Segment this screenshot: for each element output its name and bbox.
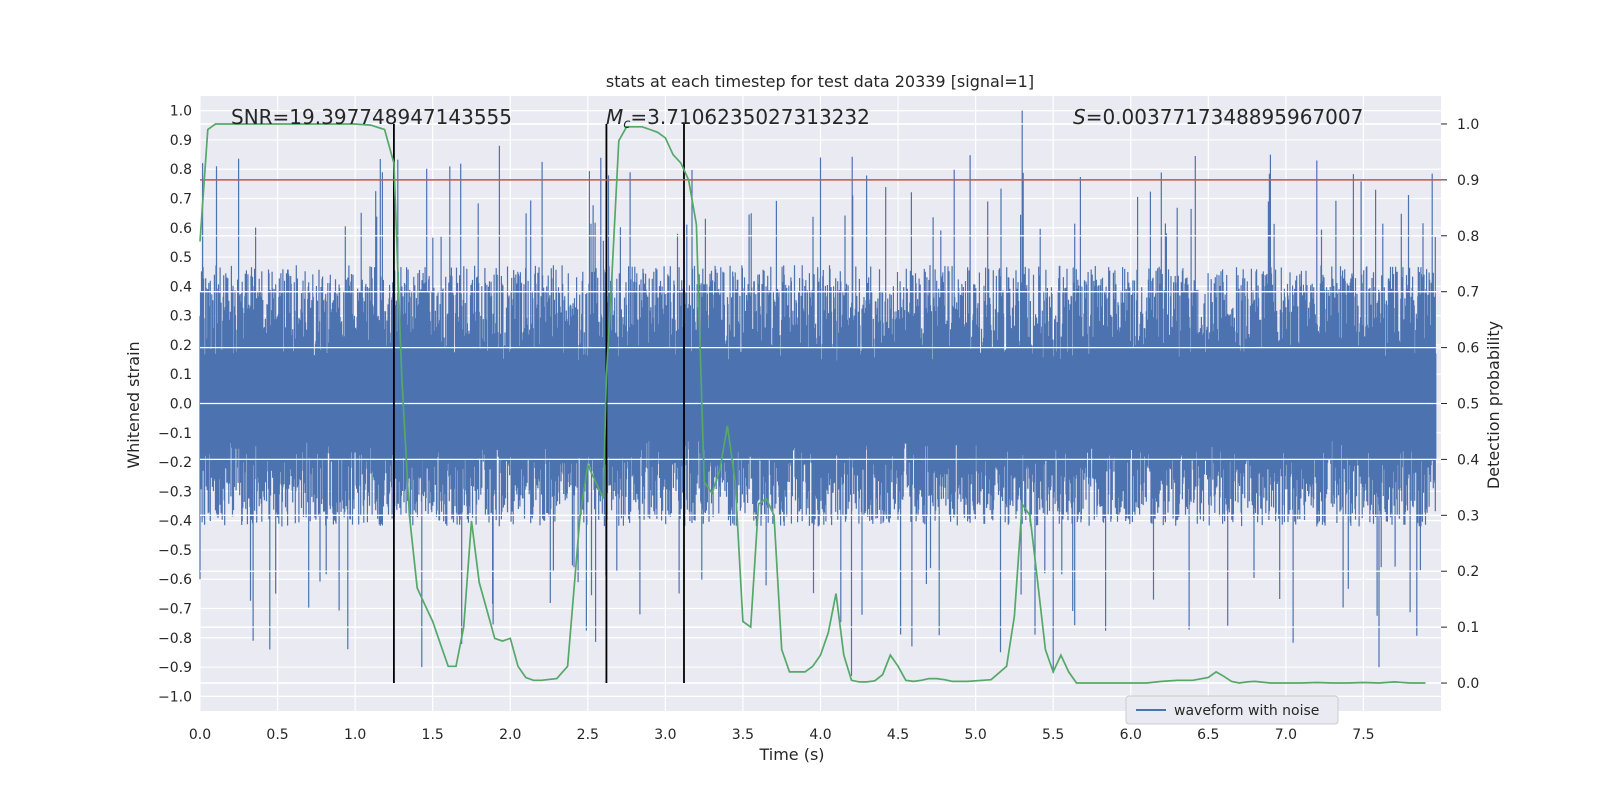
left-tick-label: 0.8: [170, 162, 192, 178]
chirp-mass-annotation: Mc=3.7106235027313232: [606, 105, 870, 132]
left-tick-label: 1.0: [170, 104, 192, 120]
left-tick-label: −0.6: [158, 572, 192, 588]
x-tick-label: 5.0: [964, 727, 986, 743]
chart-title: stats at each timestep for test data 203…: [606, 72, 1034, 91]
right-tick-label: 0.3: [1457, 508, 1479, 524]
chirp-mass-value: =3.7106235027313232: [630, 105, 869, 129]
left-y-ticks: 1.0 0.9 0.8 0.7 0.6 0.5 0.4 0.3 0.2 0.1 0.0 −0.1 −0.…: [158, 104, 192, 706]
right-tick-label: 0.7: [1457, 285, 1479, 301]
left-tick-label: −1.0: [158, 689, 192, 705]
x-tick-label: 6.5: [1197, 727, 1219, 743]
x-tick-label: 6.0: [1120, 727, 1142, 743]
x-tick-label: 3.0: [654, 727, 676, 743]
s-value: =0.003771734889596700​7: [1086, 105, 1364, 129]
left-tick-label: 0.6: [170, 221, 192, 237]
x-tick-label: 2.0: [499, 727, 521, 743]
right-tick-label: 0.2: [1457, 564, 1479, 580]
chirp-mass-subscript: c: [623, 117, 630, 132]
x-tick-label: 2.5: [577, 727, 599, 743]
left-tick-label: 0.1: [170, 367, 192, 383]
right-tick-label: 0.1: [1457, 620, 1479, 636]
left-tick-label: 0.9: [170, 133, 192, 149]
left-tick-label: 0.7: [170, 192, 192, 208]
s-annotation: S=0.003771734889596700​7: [1073, 105, 1363, 129]
left-tick-label: 0.2: [170, 338, 192, 354]
left-tick-label: −0.8: [158, 631, 192, 647]
left-tick-label: −0.4: [158, 514, 192, 530]
x-axis-label: Time (s): [758, 745, 824, 764]
detection-probability-line: [199, 123, 1426, 684]
left-tick-label: −0.5: [158, 543, 192, 559]
chirp-mass-symbol: M: [606, 105, 623, 129]
s-symbol: S: [1073, 105, 1086, 129]
right-y-axis-label: Detection probability: [1484, 321, 1503, 489]
right-tick-label: 1.0: [1457, 117, 1479, 133]
left-tick-label: −0.3: [158, 484, 192, 500]
left-tick-label: −0.9: [158, 660, 192, 676]
right-y-ticks: 1.0 0.9 0.8 0.7 0.6 0.5 0.4 0.3 0.2 0.1 0.0: [1441, 117, 1479, 692]
left-tick-label: −0.1: [158, 426, 192, 442]
left-tick-label: 0.3: [170, 309, 192, 325]
x-tick-label: 1.0: [344, 727, 366, 743]
right-tick-label: 0.8: [1457, 229, 1479, 245]
x-tick-label: 7.5: [1352, 727, 1374, 743]
right-tick-label: 0.6: [1457, 341, 1479, 357]
legend: waveform with noise: [1125, 695, 1339, 725]
left-tick-label: 0.4: [170, 279, 192, 295]
right-tick-label: 0.5: [1457, 397, 1479, 413]
right-tick-label: 0.4: [1457, 452, 1479, 468]
right-tick-label: 0.0: [1457, 676, 1479, 692]
x-tick-label: 0.5: [266, 727, 288, 743]
x-tick-label: 4.5: [887, 727, 909, 743]
x-tick-label: 3.5: [732, 727, 754, 743]
left-tick-label: 0.0: [170, 397, 192, 413]
left-tick-label: −0.2: [158, 455, 192, 471]
x-tick-label: 7.0: [1275, 727, 1297, 743]
x-tick-label: 0.0: [189, 727, 211, 743]
left-y-axis-label: Whitened strain: [124, 341, 143, 468]
x-tick-label: 4.0: [809, 727, 831, 743]
snr-annotation: SNR=19.397748947143555: [231, 105, 512, 129]
left-tick-label: −0.7: [158, 602, 192, 618]
left-tick-label: 0.5: [170, 250, 192, 266]
x-ticks: 0.0 0.5 1.0 1.5 2.0 2.5 3.0 3.5 4.0 4.5 5.0 5.5 6.0 6…: [189, 727, 1375, 743]
right-tick-label: 0.9: [1457, 173, 1479, 189]
legend-box: [1125, 695, 1339, 725]
x-tick-label: 1.5: [422, 727, 444, 743]
x-tick-label: 5.5: [1042, 727, 1064, 743]
legend-label: waveform with noise: [1174, 703, 1319, 719]
